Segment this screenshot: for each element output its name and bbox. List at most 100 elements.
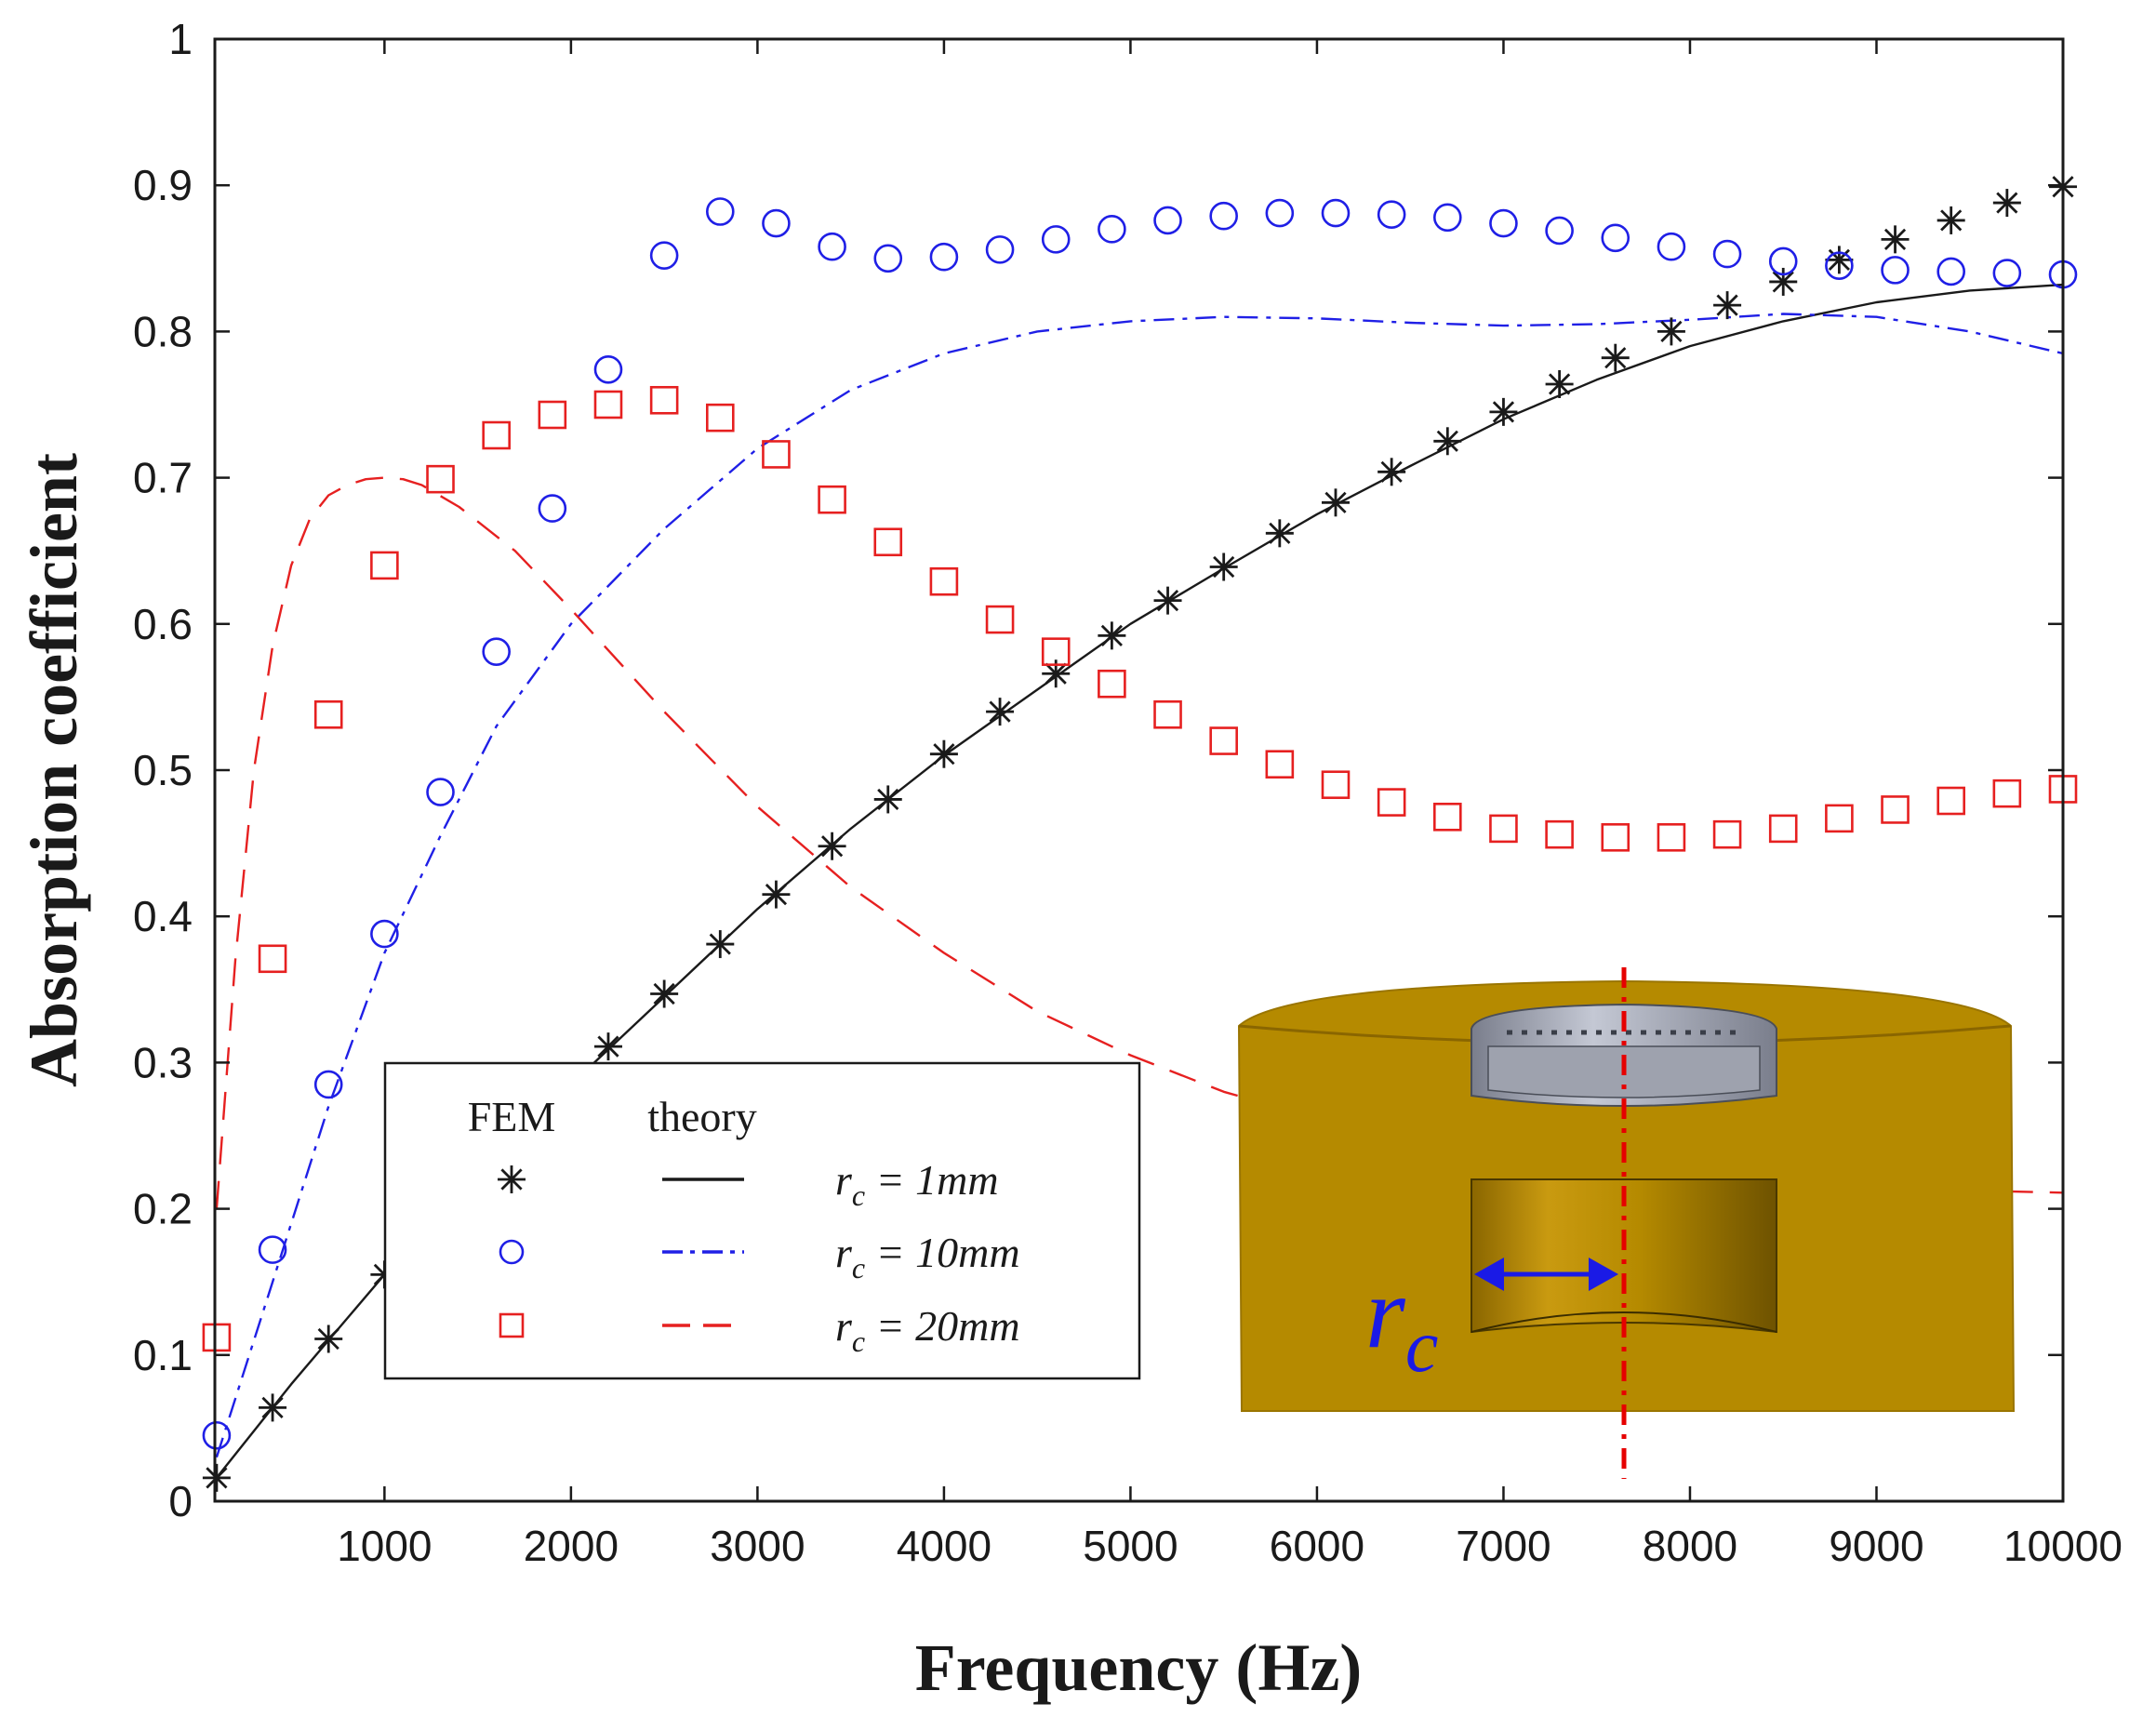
data-point-square (1936, 786, 1965, 816)
data-point-square (1153, 699, 1182, 729)
data-point-asterisk (706, 930, 735, 959)
data-point-circle (426, 778, 455, 806)
data-point-asterisk (762, 880, 791, 909)
x-tick-label: 2000 (524, 1522, 619, 1570)
x-tick-label: 6000 (1270, 1522, 1364, 1570)
y-tick-label: 0.8 (133, 307, 193, 355)
y-tick-label: 0.7 (133, 454, 193, 502)
data-point-square (1265, 750, 1295, 779)
data-point-square (1433, 803, 1462, 832)
y-tick-label: 0.3 (133, 1038, 193, 1086)
legend-label-rest: = 20mm (865, 1302, 1019, 1350)
x-tick-label: 1000 (337, 1522, 432, 1570)
legend-label-sub: c (852, 1251, 865, 1284)
legend-label-var: r (835, 1229, 853, 1276)
data-point-circle (1489, 208, 1518, 238)
data-point-square (1881, 795, 1910, 824)
y-tick-label: 0.2 (133, 1185, 193, 1233)
data-point-square (1209, 726, 1238, 755)
legend-label-sub: c (852, 1178, 865, 1212)
y-tick-label: 0.9 (133, 161, 193, 209)
data-point-square (1321, 770, 1351, 800)
y-tick-label: 1 (168, 15, 193, 63)
data-point-circle (1936, 257, 1965, 286)
data-point-asterisk (1153, 586, 1182, 615)
y-tick-label: 0 (168, 1477, 193, 1525)
data-point-asterisk (650, 979, 679, 1008)
data-point-asterisk (1881, 225, 1910, 254)
resonator-inset-illustration: rc (1237, 967, 2016, 1479)
data-point-circle (370, 919, 399, 949)
data-point-square (1098, 669, 1126, 699)
legend-label: rc = 10mm (835, 1229, 1020, 1284)
data-point-circle (538, 494, 567, 523)
data-point-square (538, 400, 567, 430)
data-point-circle (313, 1070, 343, 1099)
data-point-circle (1657, 232, 1686, 261)
inset-radius-label: rc (1365, 1256, 1438, 1388)
inset-arrow-head-left (1474, 1258, 1504, 1291)
data-point-square (1712, 819, 1742, 849)
data-point-asterisk (1489, 397, 1518, 426)
inset-arrow-head-right (1589, 1258, 1618, 1291)
data-point-asterisk (202, 1463, 231, 1492)
data-point-asterisk (1713, 291, 1742, 320)
data-point-circle (1881, 256, 1910, 285)
x-tick-label: 8000 (1643, 1522, 1737, 1570)
data-point-square (1601, 823, 1630, 852)
y-tick-label: 0.4 (133, 892, 193, 940)
data-point-square (1657, 823, 1686, 852)
data-point-asterisk (1098, 621, 1126, 650)
data-point-square (1377, 788, 1406, 817)
data-point-circle (482, 637, 511, 666)
legend-header-fem: FEM (468, 1093, 556, 1140)
data-point-square (818, 485, 846, 514)
y-tick-label: 0.5 (133, 746, 193, 794)
data-point-asterisk (1657, 317, 1685, 346)
inset-cavity-bottom (1471, 1311, 1777, 1333)
inset-cavity (1471, 1178, 1777, 1334)
data-point-square (482, 420, 511, 450)
data-point-asterisk (1433, 427, 1462, 456)
data-point-circle (705, 197, 735, 226)
data-point-asterisk (1377, 458, 1406, 486)
data-point-circle (1041, 225, 1071, 254)
series-line-theory-rc--20mm (215, 476, 2064, 1209)
data-point-circle (818, 232, 846, 261)
legend-marker-square (499, 1312, 525, 1338)
data-point-square (873, 527, 903, 557)
data-point-circle (1712, 239, 1742, 269)
data-point-square (929, 566, 959, 596)
data-point-asterisk (929, 739, 958, 768)
y-axis-title: Absorption coefficient (17, 453, 91, 1087)
legend-label-var: r (835, 1156, 853, 1204)
legend-header-theory: theory (647, 1093, 757, 1140)
series-line-theory-rc--10mm (215, 313, 2064, 1458)
data-point-circle (593, 354, 623, 384)
legend-marker-asterisk (498, 1165, 526, 1193)
data-point-square (762, 440, 791, 469)
data-point-circle (929, 242, 959, 272)
x-tick-label: 9000 (1829, 1522, 1923, 1570)
series-markers-fem-rc--20mm (202, 385, 2078, 1352)
data-point-circle (1601, 223, 1630, 253)
data-point-circle (1153, 206, 1182, 235)
data-point-asterisk (1769, 267, 1798, 296)
data-point-square (1545, 819, 1574, 849)
data-point-circle (1768, 246, 1798, 276)
series-markers-fem-rc--10mm (202, 197, 2078, 1450)
data-point-circle (873, 244, 903, 273)
legend-label: rc = 1mm (835, 1156, 999, 1212)
ticks-layer: 1000 2000 3000 4000 5000 6000 7000 8000 9000 1000… (133, 15, 2123, 1570)
legend-label-sub: c (852, 1324, 865, 1358)
data-point-asterisk (1992, 189, 2021, 218)
data-point-asterisk (1209, 552, 1238, 581)
data-point-asterisk (818, 832, 846, 860)
data-point-square (258, 944, 287, 974)
data-point-square (1825, 804, 1854, 833)
data-point-asterisk (1545, 369, 1574, 398)
data-point-square (1992, 779, 2022, 808)
